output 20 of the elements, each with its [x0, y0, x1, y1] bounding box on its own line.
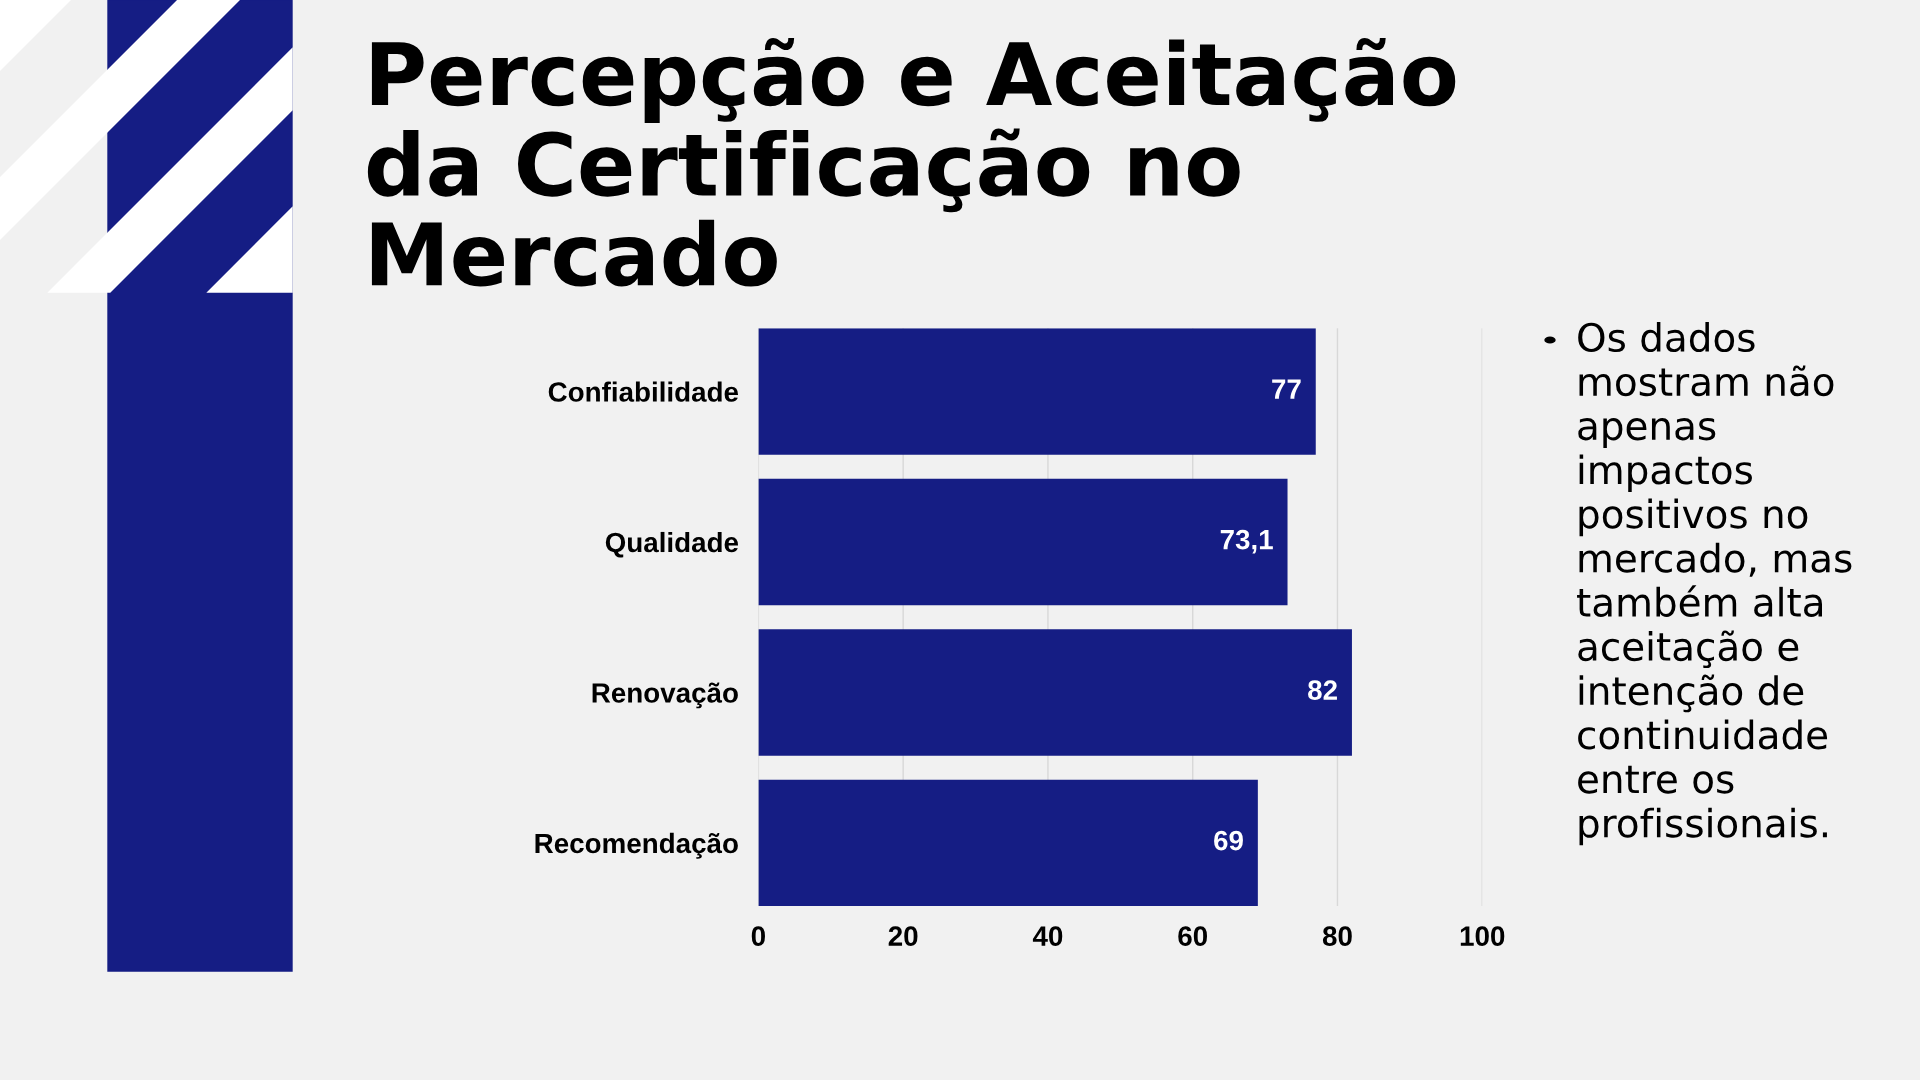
bar — [758, 478, 1288, 606]
bar — [758, 779, 1258, 907]
data-label: 73,1 — [1220, 529, 1273, 554]
x-tick-label: 0 — [751, 926, 765, 946]
x-tick-label: 60 — [1178, 926, 1208, 946]
bar — [758, 328, 1316, 455]
x-tick-label: 100 — [1460, 926, 1505, 946]
bar — [758, 629, 1352, 756]
y-tick-label: Recomendação — [535, 832, 738, 859]
x-tick-label: 20 — [888, 926, 918, 946]
text: Os dados mostram não apenas impactos positivos no mercado, mas também alta aceitação e intenção de continuidade entre os profissionais. — [1577, 322, 1852, 846]
data-label: 77 — [1272, 379, 1301, 399]
y-tick-label: Qualidade — [605, 531, 739, 558]
y-tick-label: Renovação — [592, 682, 738, 709]
x-tick-label: 80 — [1322, 926, 1352, 946]
chart-title: Percepção e Aceitação da Certificação no Mercado — [367, 38, 1456, 287]
data-label: 82 — [1308, 680, 1337, 700]
y-tick-label: Confiabilidade — [548, 381, 739, 402]
x-tick-label: 40 — [1032, 926, 1063, 946]
data-label: 69 — [1214, 830, 1243, 851]
